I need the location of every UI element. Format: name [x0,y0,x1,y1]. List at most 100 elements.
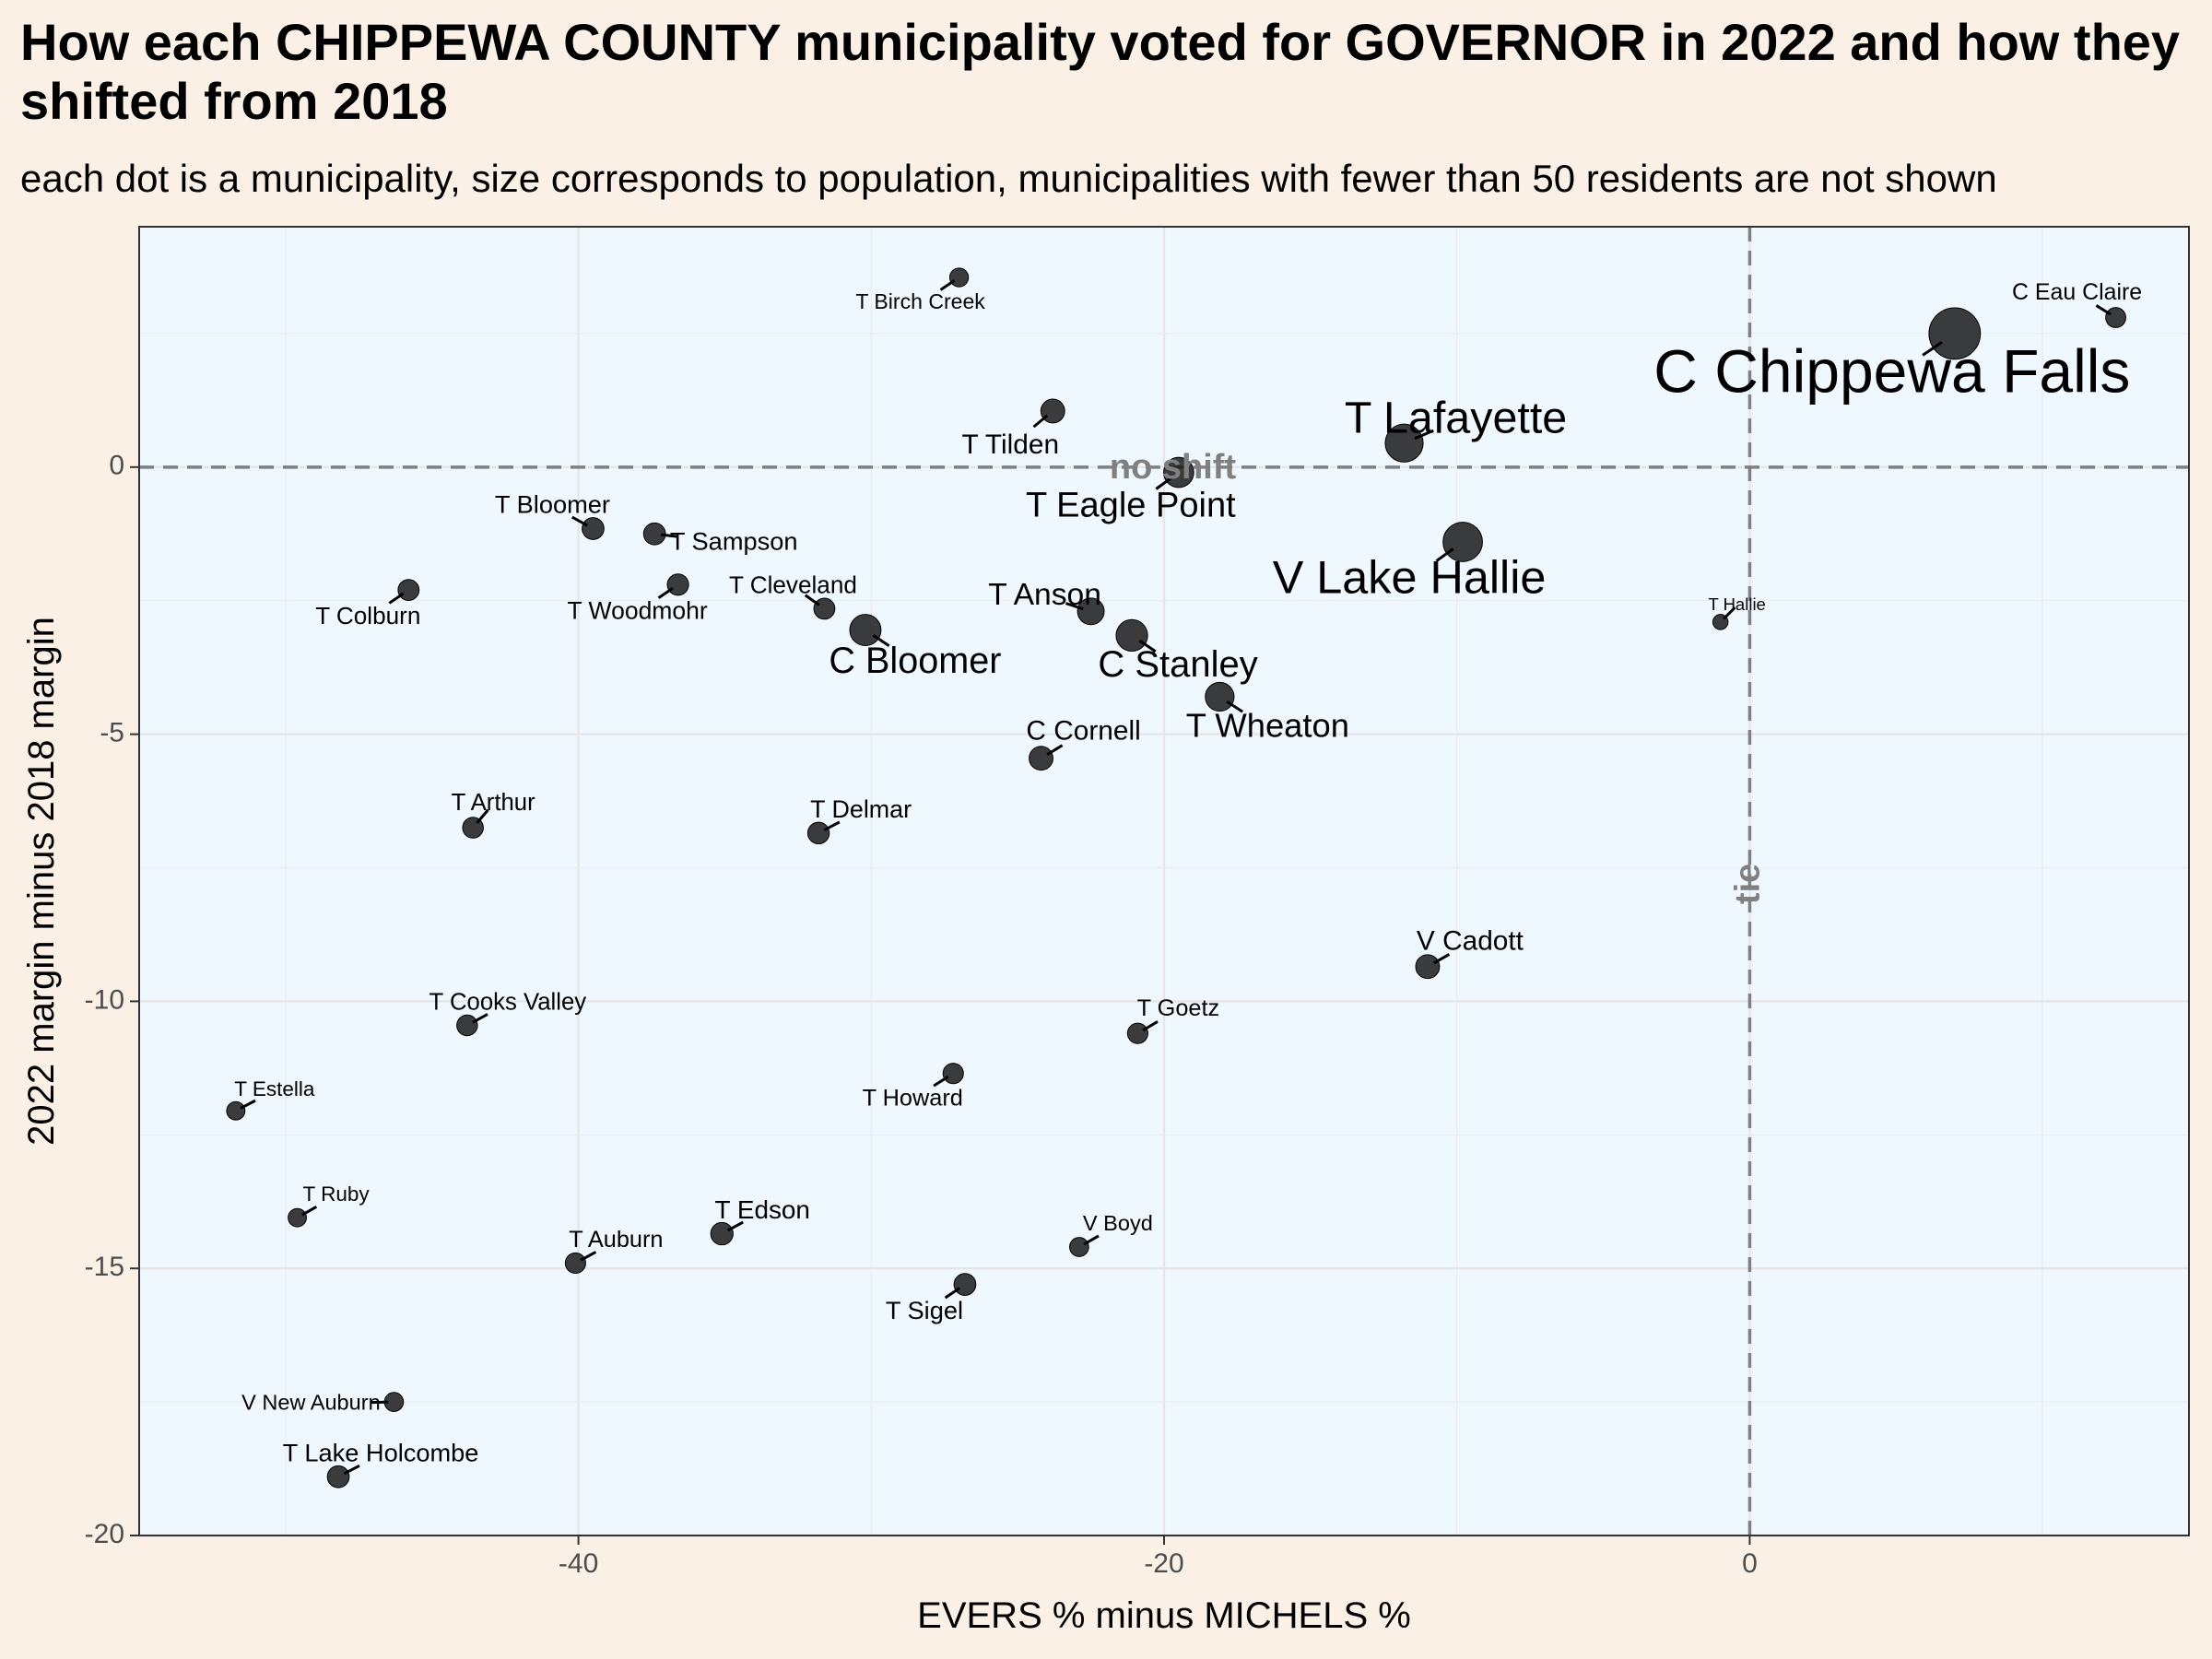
point-label: T Bloomer [495,490,610,519]
label-leader [726,1220,744,1232]
label-leader [571,515,588,527]
axes: -40 -20 0 0 -5 -10 -15 -20 EVERS % minus MICHELS… [21,451,1758,1636]
label-leader [872,633,890,648]
label-leader [1155,477,1172,490]
data-point [942,1063,964,1085]
label-leader [661,533,679,538]
point-label: T Anson [988,578,1101,612]
label-leader [388,592,405,605]
point-label: T Sigel [886,1296,963,1324]
data-point [1384,423,1424,463]
x-tick-label: 0 [1742,1548,1758,1579]
label-leader [933,1075,949,1088]
y-tick-label: 0 [109,451,124,481]
x-tick-label: -40 [559,1548,598,1579]
point-label: T Delmar [810,795,912,823]
point-label: T Wheaton [1186,707,1349,745]
point-label: T Tilden [961,429,1059,460]
point-label: V Cadott [1417,926,1524,957]
point-label: C Bloomer [829,641,1001,681]
point-label: C Stanley [1098,644,1257,685]
data-point [806,821,830,845]
y-axis-label: 2022 margin minus 2018 margin [21,617,62,1146]
label-leader [2095,304,2112,316]
label-leader [240,1099,256,1110]
chart-subtitle: each dot is a municipality, size corresp… [20,157,1997,200]
label-leader [476,808,489,824]
point-label: V New Auburn [241,1390,381,1414]
y-tick-label: -15 [85,1252,124,1282]
y-tick-label: -5 [100,718,124,748]
data-point [1442,522,1483,562]
label-leader [1138,639,1157,653]
point-label: T Estella [234,1077,315,1100]
data-point [288,1207,307,1228]
label-leader [1723,606,1736,620]
no-shift-label: no shift [1110,448,1237,487]
data-point [948,267,970,288]
data-point [1126,1022,1148,1044]
point-label: C Eau Claire [2012,279,2142,305]
label-leader [1083,1234,1100,1246]
label-leader [343,1464,360,1476]
point-label: T Arthur [452,790,535,816]
data-point [397,579,420,602]
point-label: V Boyd [1083,1211,1153,1235]
label-leader [1046,744,1064,756]
reference-lines [139,227,2189,1535]
label-leader [944,1287,960,1300]
point-label: T Howard [863,1085,963,1111]
point-label: T Lafayette [1345,394,1567,443]
label-leader [1142,1020,1159,1032]
point-label: V Lake Hallie [1273,550,1547,603]
point-labels: T Birch Creek C Eau Claire C Chippewa Fall… [234,279,2142,1476]
point-label: T Auburn [569,1227,663,1253]
point-label: T Cleveland [729,571,857,598]
y-tick-label: -20 [85,1519,124,1549]
data-point [326,1465,350,1488]
point-label: T Colburn [315,602,420,629]
point-label: T Edson [715,1195,810,1224]
label-leader [657,586,674,599]
data-point [710,1221,734,1246]
point-label: T Sampson [670,526,798,555]
data-point [953,1273,977,1296]
point-label: T Ruby [302,1182,370,1206]
data-point [1415,954,1441,980]
label-leader [823,820,841,831]
label-leader [939,279,956,291]
label-leader [300,1205,318,1217]
point-label: T Lake Holcombe [283,1438,479,1466]
data-point [564,1252,586,1274]
chart-title: How each CHIPPEWA COUNTY municipality vo… [20,13,2181,130]
data-point [1928,307,1982,360]
label-leader [1032,414,1049,429]
point-label: T Goetz [1137,995,1220,1021]
tie-label: tie [1728,864,1767,904]
point-label: T Hallie [1708,594,1765,614]
data-point [2105,307,2126,328]
data-point [1077,597,1105,626]
point-label: T Woodmohr [567,596,707,624]
data-point [666,573,689,596]
label-leader [1432,953,1451,965]
label-leader [1226,700,1243,713]
data-point [582,517,605,540]
data-points [226,267,2126,1488]
data-point [1029,746,1053,771]
label-leader [1435,547,1454,562]
x-tick-label: -20 [1144,1548,1183,1579]
x-axis-label: EVERS % minus MICHELS % [917,1595,1411,1636]
data-point [1115,618,1148,652]
label-leader [580,1251,597,1262]
label-leader [1065,602,1084,611]
data-point [1163,456,1194,488]
point-label: T Cooks Valley [429,989,587,1015]
data-point [813,597,836,620]
data-point [226,1100,246,1121]
point-label: C Cornell [1026,716,1140,747]
label-leader [804,594,820,606]
label-leader [1922,341,1943,357]
point-label: T Eagle Point [1026,487,1236,525]
